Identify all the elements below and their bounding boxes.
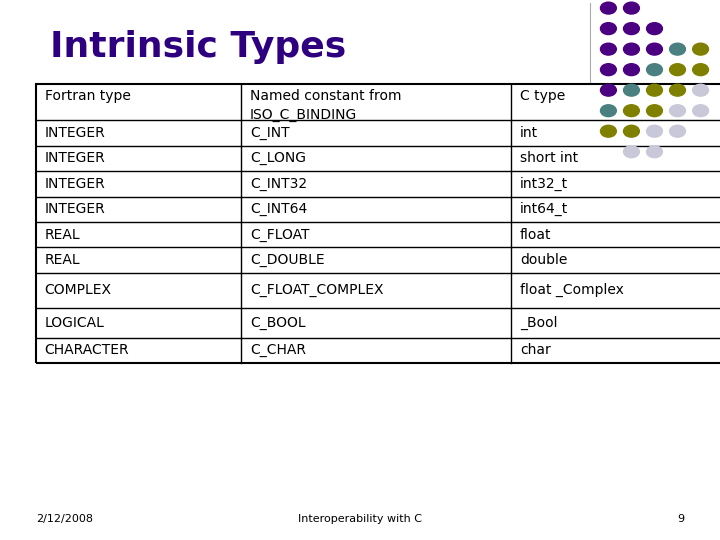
Circle shape (670, 84, 685, 96)
Circle shape (693, 64, 708, 76)
Bar (36, 84, 720, 363)
Text: C_INT: C_INT (250, 126, 289, 140)
Circle shape (600, 84, 616, 96)
Circle shape (600, 105, 616, 117)
Circle shape (693, 43, 708, 55)
Circle shape (600, 125, 616, 137)
Circle shape (647, 43, 662, 55)
Text: C_LONG: C_LONG (250, 152, 306, 165)
Text: Intrinsic Types: Intrinsic Types (50, 30, 346, 64)
Text: float: float (520, 228, 552, 241)
Circle shape (647, 105, 662, 117)
Text: float _Complex: float _Complex (520, 283, 624, 298)
Text: REAL: REAL (45, 228, 80, 241)
Circle shape (624, 105, 639, 117)
Text: INTEGER: INTEGER (45, 126, 105, 140)
Text: Fortran type: Fortran type (45, 89, 130, 103)
Circle shape (624, 84, 639, 96)
Text: LOGICAL: LOGICAL (45, 316, 104, 329)
Text: C type: C type (520, 89, 565, 103)
Text: int64_t: int64_t (520, 202, 568, 217)
Circle shape (624, 146, 639, 158)
Circle shape (693, 105, 708, 117)
Text: Named constant from
ISO_C_BINDING: Named constant from ISO_C_BINDING (250, 89, 401, 122)
Circle shape (600, 43, 616, 55)
Circle shape (647, 84, 662, 96)
Text: C_INT32: C_INT32 (250, 177, 307, 191)
Circle shape (647, 64, 662, 76)
Circle shape (624, 125, 639, 137)
Text: 9: 9 (677, 514, 684, 524)
Circle shape (670, 125, 685, 137)
Text: C_FLOAT: C_FLOAT (250, 228, 310, 241)
Circle shape (624, 2, 639, 14)
Text: double: double (520, 253, 567, 267)
Circle shape (670, 43, 685, 55)
Text: Interoperability with C: Interoperability with C (298, 514, 422, 524)
Text: 2/12/2008: 2/12/2008 (36, 514, 93, 524)
Circle shape (624, 43, 639, 55)
Text: char: char (520, 343, 551, 357)
Text: COMPLEX: COMPLEX (45, 284, 112, 297)
Circle shape (670, 105, 685, 117)
Circle shape (647, 146, 662, 158)
Text: int: int (520, 126, 538, 140)
Circle shape (600, 2, 616, 14)
Text: short int: short int (520, 152, 578, 165)
Text: INTEGER: INTEGER (45, 152, 105, 165)
Circle shape (647, 125, 662, 137)
Circle shape (600, 64, 616, 76)
Text: INTEGER: INTEGER (45, 177, 105, 191)
Circle shape (670, 64, 685, 76)
Circle shape (624, 23, 639, 35)
Text: C_CHAR: C_CHAR (250, 343, 306, 357)
Text: INTEGER: INTEGER (45, 202, 105, 216)
Text: _Bool: _Bool (520, 315, 557, 330)
Text: C_DOUBLE: C_DOUBLE (250, 253, 325, 267)
Text: C_FLOAT_COMPLEX: C_FLOAT_COMPLEX (250, 284, 383, 297)
Circle shape (624, 64, 639, 76)
Circle shape (647, 23, 662, 35)
Text: CHARACTER: CHARACTER (45, 343, 130, 357)
Circle shape (600, 23, 616, 35)
Circle shape (693, 84, 708, 96)
Text: C_BOOL: C_BOOL (250, 316, 305, 329)
Text: REAL: REAL (45, 253, 80, 267)
Text: C_INT64: C_INT64 (250, 202, 307, 216)
Text: int32_t: int32_t (520, 177, 568, 191)
